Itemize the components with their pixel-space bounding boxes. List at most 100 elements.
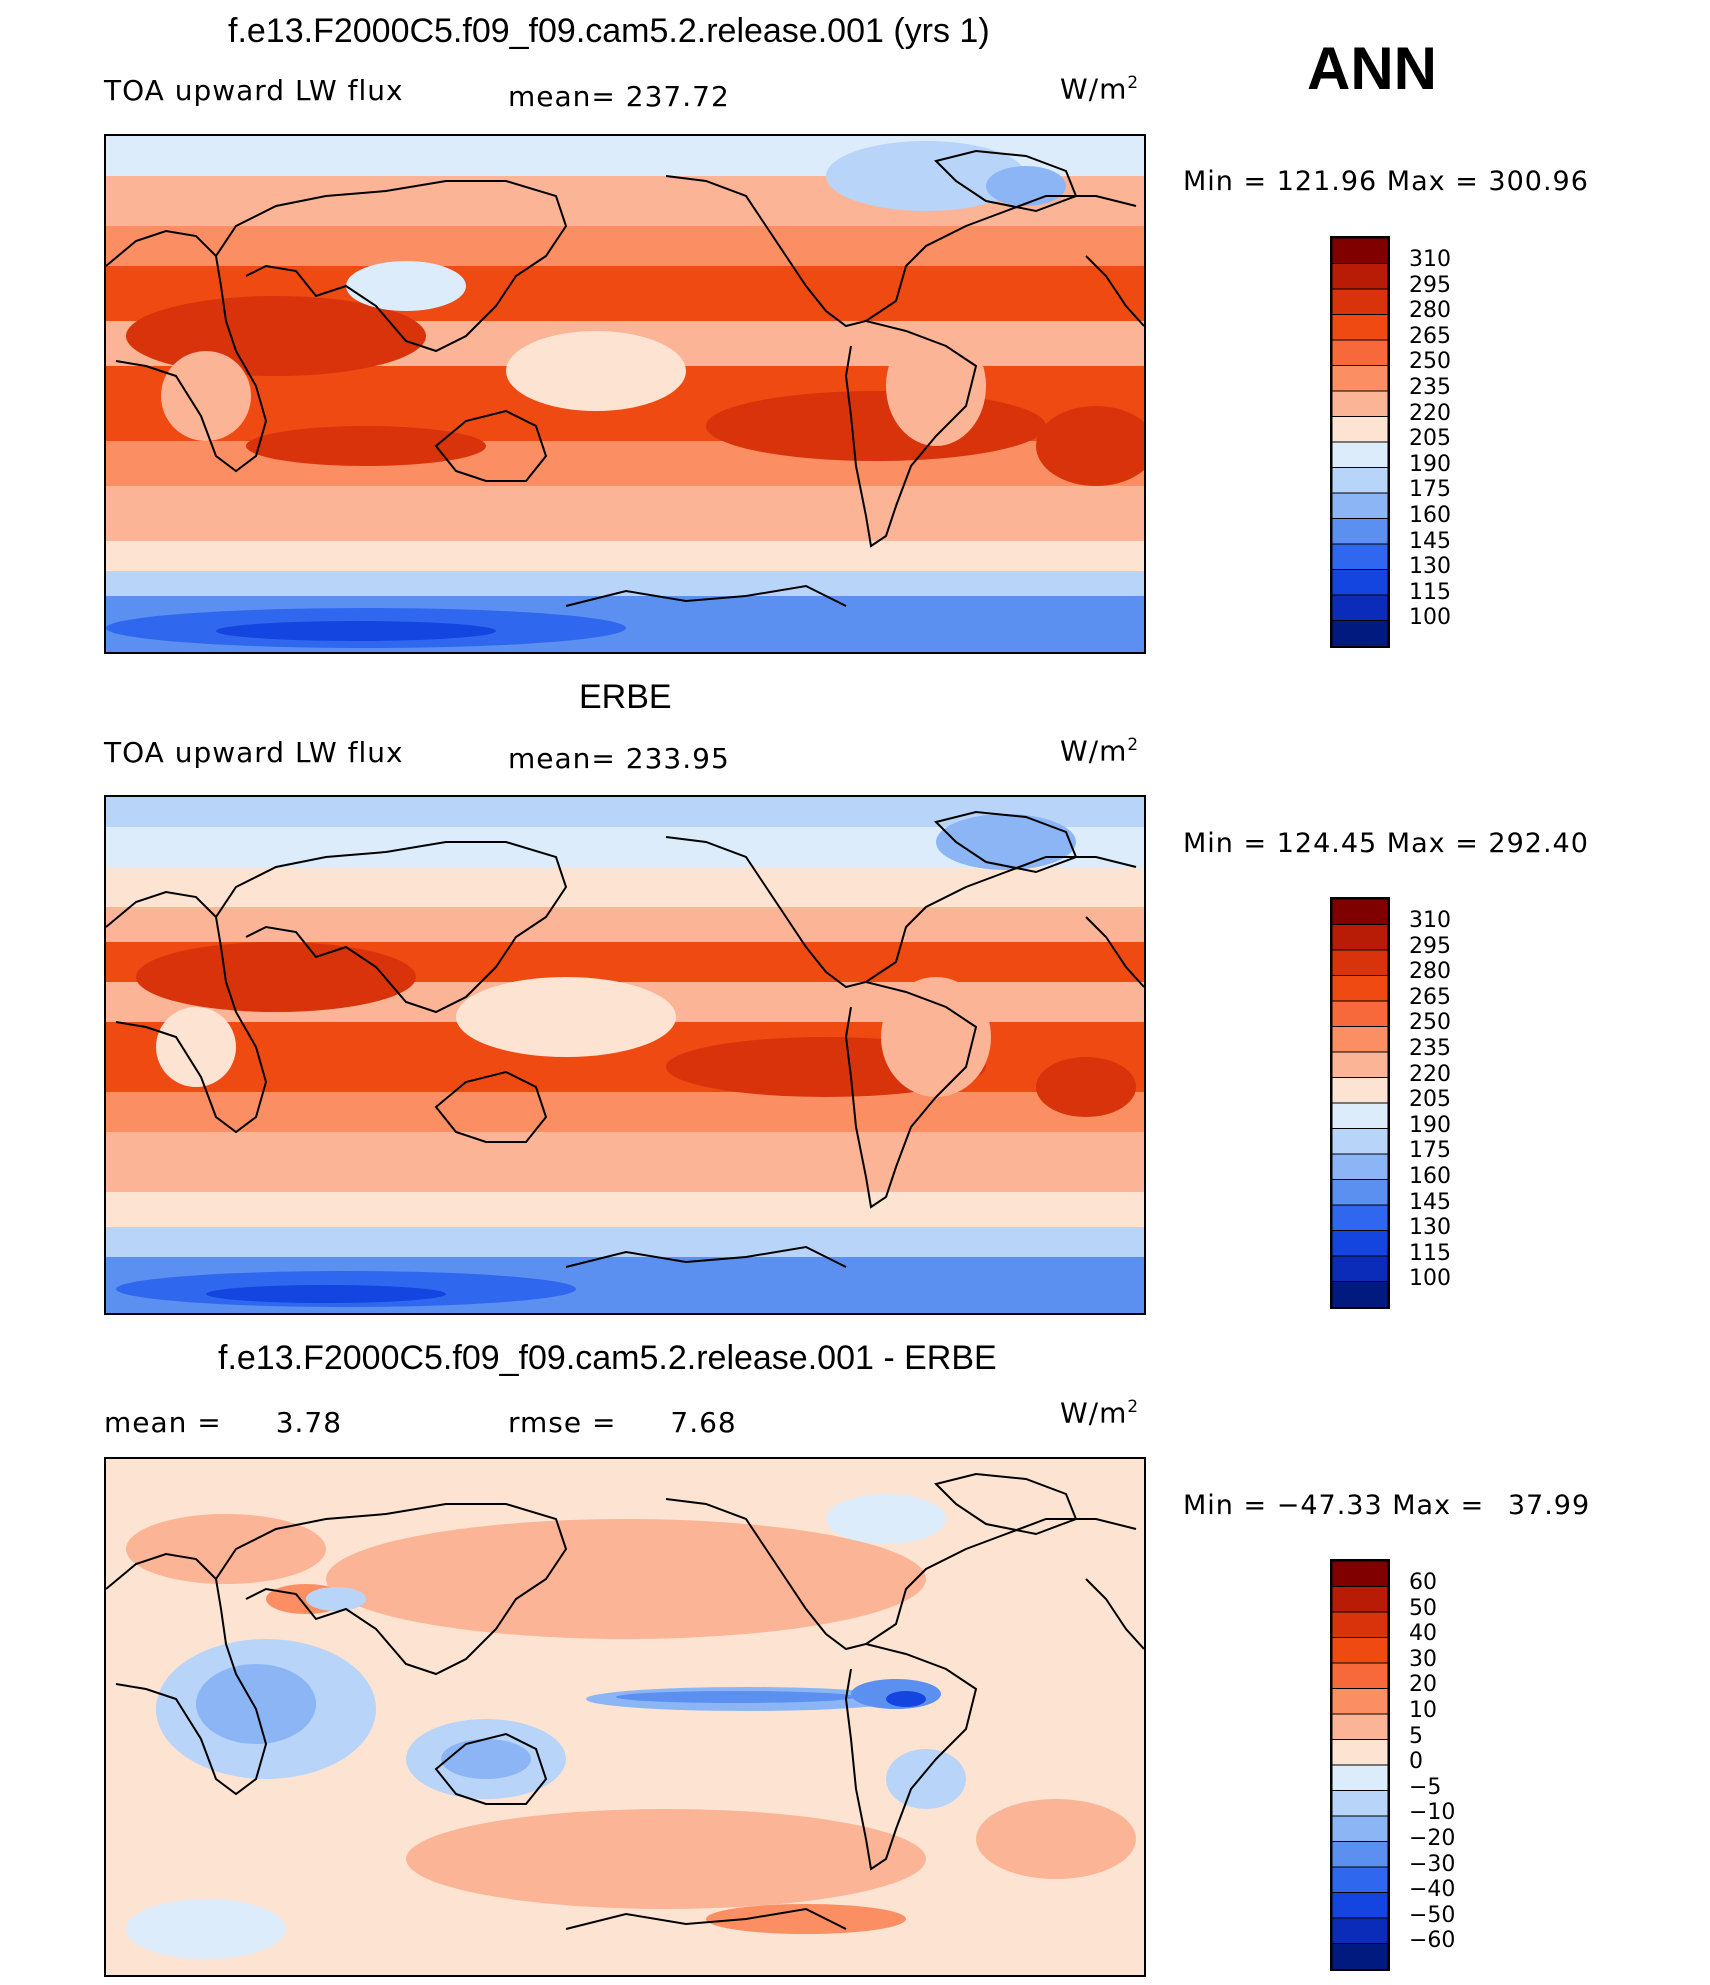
panel2-congo bbox=[156, 1007, 236, 1087]
panel1-mean-value: 237.72 bbox=[625, 80, 730, 113]
panel1-colorbar-swatch bbox=[1332, 416, 1388, 443]
panel3-mean-label: mean = bbox=[104, 1406, 222, 1439]
panel2-colorbar-swatch bbox=[1332, 1051, 1388, 1079]
panel1-colorbar-label: 265 bbox=[1409, 323, 1451, 349]
panel2-warmpool bbox=[456, 977, 676, 1057]
panel3-colorbar-swatch bbox=[1332, 1917, 1388, 1945]
panel3-colorbar bbox=[1330, 1559, 1390, 1971]
panel1-colorbar-label: 145 bbox=[1409, 528, 1451, 554]
panel3-colorbar-label: 10 bbox=[1409, 1697, 1437, 1723]
panel1-colorbar-label: 295 bbox=[1409, 272, 1451, 298]
panel3-colorbar-label: −10 bbox=[1409, 1800, 1456, 1826]
panel3-colorbar-swatch bbox=[1332, 1866, 1388, 1894]
panel3-colorbar-swatch bbox=[1332, 1739, 1388, 1766]
panel2-satlantic bbox=[1036, 1057, 1136, 1117]
panel3-units: W/m2 bbox=[1060, 1396, 1139, 1429]
panel2-colorbar-swatch bbox=[1332, 1204, 1388, 1232]
panel3-colorbar-label: 0 bbox=[1409, 1749, 1423, 1775]
panel2-min-label: Min = bbox=[1183, 828, 1268, 859]
panel3-rmse-value: 7.68 bbox=[670, 1406, 737, 1439]
panel1-greenland-core bbox=[986, 166, 1066, 206]
panel1-warmpool bbox=[506, 331, 686, 411]
panel1-colorbar-swatch bbox=[1332, 288, 1388, 316]
panel3-colorbar-swatch bbox=[1332, 1790, 1388, 1817]
panel3-antarctic-neg bbox=[126, 1899, 286, 1959]
panel1-colorbar-label: 220 bbox=[1409, 400, 1451, 426]
panel2-mean-label: mean= bbox=[508, 742, 616, 775]
panel2-colorbar-label: 100 bbox=[1409, 1266, 1451, 1292]
panel1-colorbar-swatch bbox=[1332, 594, 1388, 622]
panel2-max-value: 292.40 bbox=[1488, 828, 1589, 859]
panel1-units-sup: 2 bbox=[1127, 72, 1140, 92]
panel1-coastlines bbox=[106, 149, 1144, 607]
panel2-colorbar-swatch bbox=[1332, 1153, 1388, 1181]
panel2-colorbar-svg bbox=[1332, 899, 1388, 1307]
panel1-colorbar-swatch bbox=[1332, 390, 1388, 418]
panel2-colorbar-label: 295 bbox=[1409, 933, 1451, 959]
panel2-colorbar-swatch bbox=[1332, 1230, 1388, 1257]
panel1-mean: mean= 237.72 bbox=[508, 80, 730, 113]
panel3-colorbar-label: 5 bbox=[1409, 1723, 1423, 1749]
panel1-colorbar-swatch bbox=[1332, 238, 1388, 265]
panel1-colorbar-swatch bbox=[1332, 365, 1388, 392]
panel2-units-sup: 2 bbox=[1127, 734, 1140, 754]
panel2-title: ERBE bbox=[579, 678, 672, 716]
panel3-map-svg bbox=[106, 1459, 1144, 1975]
panel3-colorbar-label: 60 bbox=[1409, 1570, 1437, 1595]
panel1-colorbar-swatch bbox=[1332, 620, 1388, 646]
panel1-satlantic bbox=[1036, 406, 1144, 486]
panel3-maritime-neg-core bbox=[441, 1739, 531, 1779]
panel2-sh-sub bbox=[106, 1092, 1144, 1132]
panel3-colorbar-swatch bbox=[1332, 1586, 1388, 1613]
panel3-colorbar-label: 50 bbox=[1409, 1595, 1437, 1621]
panel2-colorbar-label: 265 bbox=[1409, 984, 1451, 1010]
panel3-europe-pos bbox=[126, 1514, 326, 1584]
panel1-colorbar-swatch bbox=[1332, 263, 1388, 290]
panel2-max-label: Max = bbox=[1386, 828, 1479, 859]
panel1-colorbar-swatch bbox=[1332, 518, 1388, 545]
panel3-npacific-pos bbox=[326, 1519, 926, 1639]
panel1-indian bbox=[246, 426, 486, 466]
panel1-colorbar-swatch bbox=[1332, 569, 1388, 596]
panel2-colorbar-swatch bbox=[1332, 1000, 1388, 1028]
panel1-colorbar-label: 205 bbox=[1409, 426, 1451, 452]
panel1-map-svg bbox=[106, 136, 1144, 652]
panel3-colorbar-svg bbox=[1332, 1561, 1388, 1969]
panel3-colorbar-label: 30 bbox=[1409, 1646, 1437, 1672]
panel1-minmax: Min = 121.96 Max = 300.96 bbox=[1183, 166, 1589, 197]
panel3-colorbar-swatch bbox=[1332, 1688, 1388, 1715]
panel3-tibet-neg bbox=[306, 1587, 366, 1611]
panel3-colorbar-swatch bbox=[1332, 1713, 1388, 1741]
panel2-coastlines bbox=[106, 810, 1144, 1268]
panel1-colorbar-swatch bbox=[1332, 314, 1388, 341]
panel1-nh-sub bbox=[106, 226, 1144, 266]
panel1-colorbar-swatch bbox=[1332, 441, 1388, 469]
panel2-colorbar-labels: 310 295 280 265 250 235 220 205 190 175 160 145 130 1… bbox=[1409, 908, 1451, 1292]
panel2-colorbar bbox=[1330, 897, 1390, 1309]
panel3-map bbox=[104, 1457, 1146, 1977]
panel3-colorbar-swatch bbox=[1332, 1662, 1388, 1690]
panel3-colorbar-swatch bbox=[1332, 1611, 1388, 1639]
panel1-antarctic-min bbox=[216, 621, 496, 641]
panel3-max-label: Max = bbox=[1392, 1490, 1485, 1521]
panel3-units-text: W/m bbox=[1060, 1396, 1128, 1430]
panel2-amazon bbox=[881, 977, 991, 1097]
panel3-africa-neg-core bbox=[196, 1664, 316, 1744]
panel1-sh-high bbox=[106, 541, 1144, 571]
panel2-colorbar-swatch bbox=[1332, 949, 1388, 977]
panel1-colorbar-label: 280 bbox=[1409, 298, 1451, 324]
panel2-colorbar-label: 145 bbox=[1409, 1189, 1451, 1215]
panel3-colorbar-label: −40 bbox=[1409, 1877, 1456, 1903]
panel1-colorbar-svg bbox=[1332, 238, 1388, 646]
panel2-colorbar-swatch bbox=[1332, 924, 1388, 951]
panel1-colorbar-swatch bbox=[1332, 492, 1388, 520]
panel2-colorbar-swatch bbox=[1332, 1102, 1388, 1130]
panel1-variable: TOA upward LW flux bbox=[104, 74, 404, 107]
panel1-max-value: 300.96 bbox=[1488, 166, 1589, 197]
panel2-mean-value: 233.95 bbox=[625, 742, 730, 775]
panel2-colorbar-swatch bbox=[1332, 1255, 1388, 1283]
panel2-colorbar-swatch bbox=[1332, 975, 1388, 1002]
panel3-colorbar-label: −50 bbox=[1409, 1902, 1456, 1928]
panel1-units-text: W/m bbox=[1060, 72, 1128, 106]
panel1-max-label: Max = bbox=[1386, 166, 1479, 197]
